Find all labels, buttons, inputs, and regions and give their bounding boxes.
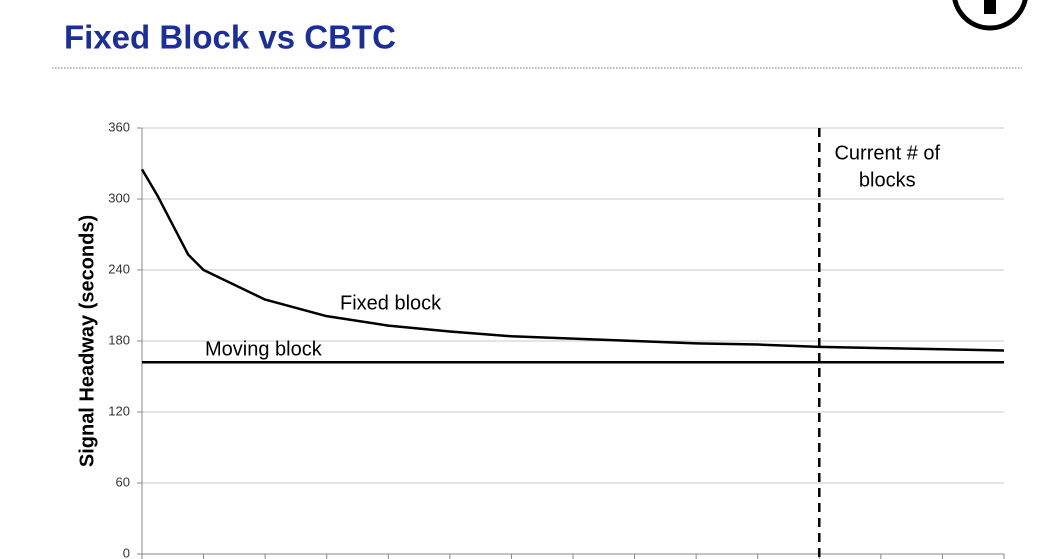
y-tick-label: 0	[123, 545, 130, 559]
y-tick-label: 180	[108, 332, 130, 347]
series-line	[140, 168, 1005, 352]
y-axis-title: Signal Headway (seconds)	[76, 215, 98, 467]
series-label: Fixed block	[340, 292, 442, 314]
reference-label: blocks	[859, 169, 916, 191]
slide-title: Fixed Block vs CBTC	[64, 19, 396, 56]
reference-label: Current # of	[834, 142, 940, 164]
y-tick-label: 60	[116, 474, 130, 489]
y-tick-label: 300	[108, 190, 130, 205]
series-label: Moving block	[205, 338, 323, 360]
logo-icon-mark	[984, 0, 996, 14]
y-tick-label: 360	[108, 119, 130, 134]
y-tick-label: 120	[108, 403, 130, 418]
y-tick-label: 240	[108, 261, 130, 276]
logo-icon	[952, 0, 1028, 31]
